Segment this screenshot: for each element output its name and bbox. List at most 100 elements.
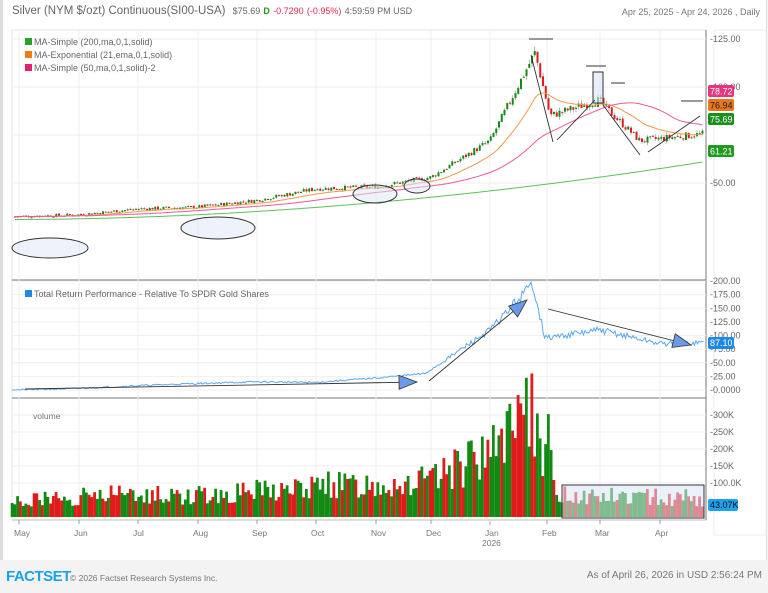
trend-line [530,54,554,143]
volume-bar [13,504,17,517]
candle-body [327,188,330,191]
volume-bar [112,494,116,517]
candle-body [671,137,674,140]
volume-bar [544,444,547,517]
volume-bar [260,495,264,517]
candle-body [525,69,528,77]
volume-bar [513,438,517,517]
volume-bar [472,451,476,517]
candle-body [338,189,341,191]
candle-body [88,213,91,216]
volume-bar [315,477,319,517]
candle-body [324,187,327,190]
as-of-timestamp: As of April 26, 2026 in USD 2:56:24 PM [586,570,762,581]
volume-bar [104,501,107,517]
volume-bar [277,496,281,517]
candle-body [201,205,203,208]
volume-bar [255,479,259,517]
volume-bar [170,488,173,517]
volume-axis-tick: -100.0K [710,478,742,488]
candle-body [30,217,33,219]
volume-bar [18,501,22,517]
candle-body [580,103,583,109]
candle-body [393,181,396,185]
candle-body [652,135,654,137]
candle-body [572,107,575,110]
candle-body [198,205,201,208]
x-axis-month: Mar [595,528,610,538]
candle-body [363,184,366,186]
candle-body [649,136,652,138]
spike-box [592,71,604,104]
candle-body [698,133,701,135]
candle-body [465,154,467,157]
volume-bar [21,506,25,517]
volume-bar [258,482,261,517]
volume-bar [32,493,36,517]
candle-body [305,189,308,192]
volume-bar [354,479,358,517]
candle-body [99,213,102,215]
candle-body [231,203,234,205]
candle-body [330,187,333,191]
volume-bar [120,492,124,517]
candle-body [102,211,104,215]
volume-bar [238,495,242,517]
volume-bar [511,430,514,517]
volume-bar [321,478,325,517]
volume-bar [329,497,333,517]
candle-body [355,185,357,187]
volume-bar [186,489,190,517]
candle-body [459,158,462,162]
volume-bar [486,439,490,517]
volume-bar [49,503,52,517]
candle-body [627,126,630,130]
perf-legend-label: Total Return Performance - Relative To S… [34,289,269,299]
candle-body [426,177,429,181]
candle-body [555,112,558,117]
price-change-pct: (-0.95%) [306,6,342,16]
volume-bar [126,493,129,517]
volume-bar [395,489,399,517]
x-axis-month: Nov [371,528,387,538]
candle-body [96,212,99,214]
volume-bar [38,500,41,517]
volume-bar [332,482,336,517]
candle-body [110,211,113,213]
volume-bar [538,438,542,517]
candle-body [256,199,258,201]
arrow-head-icon [671,333,693,348]
candle-body [575,107,577,109]
volume-bar [208,500,212,517]
candle-body [190,206,192,208]
volume-bar [79,495,83,517]
price-axis-tick: -50.00 [710,178,736,188]
volume-bar [189,504,193,517]
last-value-text: 75.69 [710,115,733,125]
candle-body [313,189,316,191]
candle-body [297,191,300,193]
volume-bar [148,503,151,517]
candle-body [308,188,311,192]
date-range: Apr 25, 2025 - Apr 24, 2026 , Daily [621,7,760,17]
x-axis-month: May [14,528,31,538]
volume-bar [68,499,72,517]
candle-body [693,136,696,138]
candle-body [489,136,492,141]
candle-body [77,214,80,216]
x-axis-month: Sep [252,528,267,538]
volume-bar [244,492,248,517]
volume-bar [106,497,110,517]
candle-body [140,208,143,210]
candle-body [212,204,214,206]
volume-bar [450,488,454,517]
volume-bar [271,484,275,517]
volume-bar [508,403,512,517]
volume-bar [233,502,237,517]
last-value-tag [708,85,734,97]
candle-body [577,103,580,107]
volume-bar [365,475,369,517]
chart-canvas[interactable]: -125.00 -100.00 -50.00 MA-Simple (200,ma,0,… [0,0,768,560]
candle-body [346,186,349,188]
candle-body [605,104,608,106]
